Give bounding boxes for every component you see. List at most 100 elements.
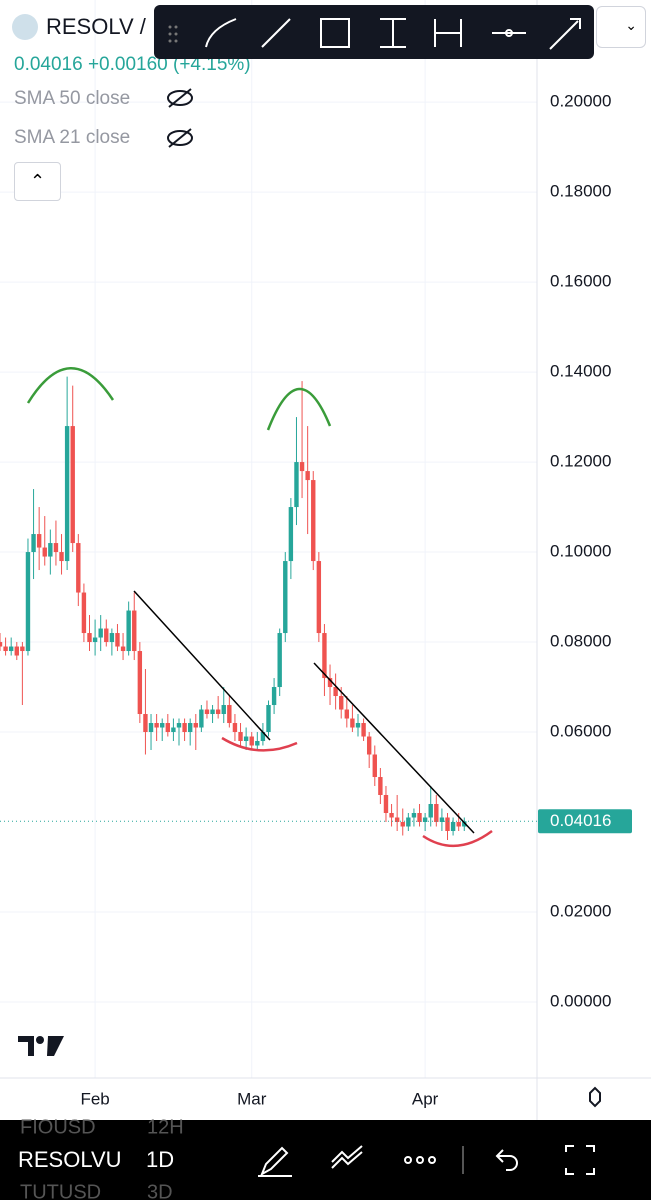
candle-body xyxy=(400,821,405,827)
candle-body xyxy=(182,723,187,733)
fullscreen-button[interactable] xyxy=(565,1145,595,1175)
rect-tool[interactable] xyxy=(320,18,350,48)
y-tick-label: 0.00000 xyxy=(550,991,611,1010)
candle-body xyxy=(299,462,305,472)
drawings xyxy=(26,367,493,848)
candle-body xyxy=(70,426,75,544)
next-symbol: TUTUSD xyxy=(20,1181,101,1200)
candle-body xyxy=(238,732,243,742)
last-price-box xyxy=(538,809,632,834)
quote: 0.04016 +0.00160 (+4.15%) xyxy=(14,54,251,75)
indicator-label: SMA 50 close xyxy=(14,88,131,109)
more-button[interactable] xyxy=(404,1156,436,1164)
bottom-bar xyxy=(0,1120,651,1200)
candle-body xyxy=(355,723,361,728)
symbol-icon xyxy=(12,14,38,40)
candle-body xyxy=(36,534,42,548)
candle-body xyxy=(417,812,422,822)
candle-body xyxy=(344,709,350,719)
candle-body xyxy=(193,723,198,728)
y-tick-label: 0.06000 xyxy=(550,721,611,740)
interval-button[interactable]: 1D xyxy=(146,1147,174,1172)
candle-body xyxy=(25,552,31,652)
candle-body xyxy=(187,723,193,733)
candle-body xyxy=(87,633,92,643)
candle-body xyxy=(316,561,322,634)
candle-body xyxy=(327,678,333,688)
date-range-tool[interactable] xyxy=(434,19,462,47)
candle-body xyxy=(160,723,165,728)
arc-drawing xyxy=(422,829,493,848)
trend-line xyxy=(133,590,271,741)
last-price-label: 0.04016 xyxy=(550,811,611,830)
line-tool[interactable] xyxy=(261,18,291,48)
candles xyxy=(0,376,467,840)
dropdown[interactable]: ⌄ xyxy=(596,6,646,48)
candle-body xyxy=(366,736,372,755)
candle-body xyxy=(294,462,299,508)
x-tick-label: Mar xyxy=(237,1089,267,1108)
hide-toggle[interactable] xyxy=(165,87,195,109)
draw-button[interactable] xyxy=(258,1146,292,1177)
y-tick-label: 0.02000 xyxy=(550,901,611,920)
candle-body xyxy=(372,754,377,778)
candle-body xyxy=(148,723,154,733)
candle-body xyxy=(176,723,182,728)
candle-body xyxy=(394,817,400,822)
candle-body xyxy=(154,723,159,728)
arc-drawing xyxy=(26,367,115,404)
candle-body xyxy=(171,727,176,733)
drawings-button[interactable] xyxy=(331,1145,363,1169)
candle-body xyxy=(210,709,215,715)
curve-tool[interactable] xyxy=(205,18,237,48)
candle-body xyxy=(361,723,366,737)
y-tick-label: 0.14000 xyxy=(550,362,611,381)
candle-body xyxy=(439,817,445,822)
candle-body xyxy=(339,696,344,710)
candle-body xyxy=(450,821,456,831)
candle-body xyxy=(232,723,238,733)
y-tick-label: 0.08000 xyxy=(550,632,611,651)
candle-body xyxy=(165,723,171,733)
candle-body xyxy=(406,817,411,827)
settings-button[interactable] xyxy=(589,1086,601,1108)
hide-toggle[interactable] xyxy=(165,127,195,149)
candle-body xyxy=(92,637,98,643)
candle-body xyxy=(120,646,126,652)
candle-body xyxy=(350,718,355,728)
candle-body xyxy=(322,633,327,679)
arrow-tool[interactable] xyxy=(549,18,581,50)
y-tick-label: 0.18000 xyxy=(550,182,611,201)
next-interval: 3D xyxy=(147,1181,173,1200)
candle-body xyxy=(422,817,428,822)
collapse-button[interactable]: ⌃ xyxy=(14,162,61,201)
candle-body xyxy=(0,642,3,647)
undo-button[interactable] xyxy=(495,1149,518,1171)
candle-body xyxy=(98,628,103,638)
arc-drawing xyxy=(221,736,298,752)
candle-body xyxy=(428,804,433,818)
candle-body xyxy=(434,804,439,822)
candle-body xyxy=(3,646,8,652)
candle-body xyxy=(109,633,115,643)
candle-body xyxy=(48,543,53,557)
candle-body xyxy=(311,480,316,562)
candle-body xyxy=(383,795,389,813)
candle-body xyxy=(288,507,294,562)
candle-body xyxy=(20,646,25,652)
candle-body xyxy=(215,709,221,715)
candle-body xyxy=(53,543,59,553)
prev-symbol: FIOUSD xyxy=(20,1116,96,1138)
price-range-tool[interactable] xyxy=(380,18,406,48)
symbol-button[interactable]: RESOLVU xyxy=(18,1147,122,1172)
candle-body xyxy=(271,687,277,706)
candle-body xyxy=(31,534,36,553)
candle-body xyxy=(411,812,417,818)
candle-body xyxy=(42,547,47,557)
candle-body xyxy=(64,426,70,562)
candle-body xyxy=(462,821,467,827)
grid xyxy=(0,0,537,1078)
trend-line xyxy=(313,662,475,834)
candle-body xyxy=(14,646,19,656)
